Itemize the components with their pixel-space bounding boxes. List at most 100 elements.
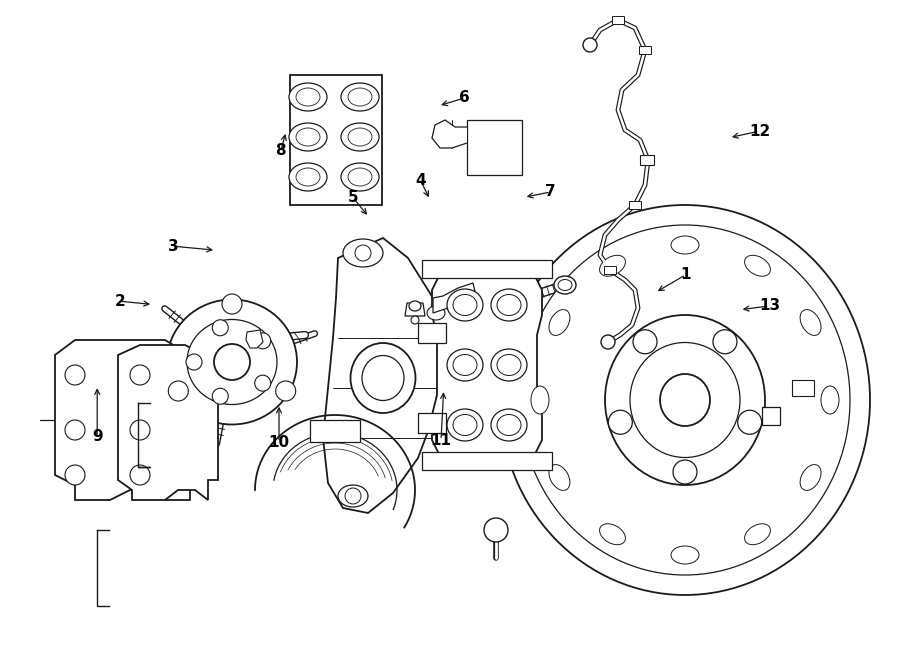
Ellipse shape [549,465,570,491]
Circle shape [355,245,371,261]
Text: 7: 7 [545,185,556,199]
Bar [762,407,780,425]
Circle shape [212,388,229,404]
Ellipse shape [296,128,320,146]
Ellipse shape [453,295,477,316]
Text: 1: 1 [680,267,691,282]
Bar [467,120,522,175]
Ellipse shape [289,163,327,191]
Ellipse shape [341,83,379,111]
Ellipse shape [800,465,821,491]
Ellipse shape [447,349,483,381]
Polygon shape [246,330,263,348]
Ellipse shape [341,123,379,151]
Ellipse shape [599,524,625,545]
Circle shape [601,335,615,349]
Circle shape [713,330,737,354]
Circle shape [484,518,508,542]
Ellipse shape [348,88,372,106]
Ellipse shape [289,123,327,151]
Ellipse shape [348,128,372,146]
Ellipse shape [362,355,404,401]
Circle shape [130,420,150,440]
Ellipse shape [296,168,320,186]
Circle shape [186,354,202,370]
Text: 2: 2 [114,294,125,308]
Bar [629,201,641,209]
Bar [418,323,446,343]
Ellipse shape [558,279,572,291]
Ellipse shape [453,354,477,375]
Bar [612,16,624,24]
Ellipse shape [645,357,725,442]
Bar [290,75,382,205]
Polygon shape [432,270,542,460]
Ellipse shape [605,315,765,485]
Bar [422,260,552,278]
Ellipse shape [409,301,421,311]
Polygon shape [405,303,425,316]
Ellipse shape [497,354,521,375]
Polygon shape [118,345,218,500]
Circle shape [65,365,85,385]
Ellipse shape [549,310,570,336]
Text: 3: 3 [168,239,179,254]
Circle shape [212,320,229,336]
Circle shape [345,488,361,504]
Ellipse shape [520,225,850,575]
Ellipse shape [296,88,320,106]
Circle shape [633,330,657,354]
Circle shape [168,381,188,401]
Ellipse shape [447,409,483,441]
Ellipse shape [671,546,699,564]
Ellipse shape [671,236,699,254]
Circle shape [673,460,697,484]
Circle shape [738,410,761,434]
Bar [639,46,651,54]
Text: 6: 6 [459,91,470,105]
Bar [422,452,552,470]
Polygon shape [55,340,205,500]
Text: 8: 8 [275,144,286,158]
Circle shape [130,465,150,485]
Circle shape [608,410,633,434]
Circle shape [222,294,242,314]
Ellipse shape [187,320,277,404]
Bar [310,420,360,442]
Ellipse shape [821,386,839,414]
Ellipse shape [744,256,770,276]
Ellipse shape [348,168,372,186]
Bar [604,266,616,274]
Circle shape [130,365,150,385]
Bar [640,155,654,165]
Circle shape [214,344,250,380]
Circle shape [255,375,271,391]
Ellipse shape [447,289,483,321]
Text: 13: 13 [759,299,780,313]
Polygon shape [323,238,443,513]
Ellipse shape [343,239,383,267]
Ellipse shape [341,163,379,191]
Circle shape [411,316,419,324]
Ellipse shape [630,342,740,457]
Ellipse shape [167,299,297,424]
Ellipse shape [491,289,527,321]
Ellipse shape [350,343,416,413]
Text: 4: 4 [415,173,426,187]
Circle shape [65,465,85,485]
Ellipse shape [744,524,770,545]
Text: 5: 5 [347,190,358,205]
Circle shape [583,38,597,52]
Ellipse shape [599,256,625,276]
Ellipse shape [427,306,445,320]
Text: 12: 12 [749,124,770,138]
Ellipse shape [531,386,549,414]
Ellipse shape [289,83,327,111]
Ellipse shape [491,349,527,381]
Polygon shape [432,120,467,148]
Ellipse shape [338,485,368,507]
Circle shape [275,381,296,401]
Ellipse shape [453,414,477,436]
Ellipse shape [497,295,521,316]
Ellipse shape [500,205,870,595]
